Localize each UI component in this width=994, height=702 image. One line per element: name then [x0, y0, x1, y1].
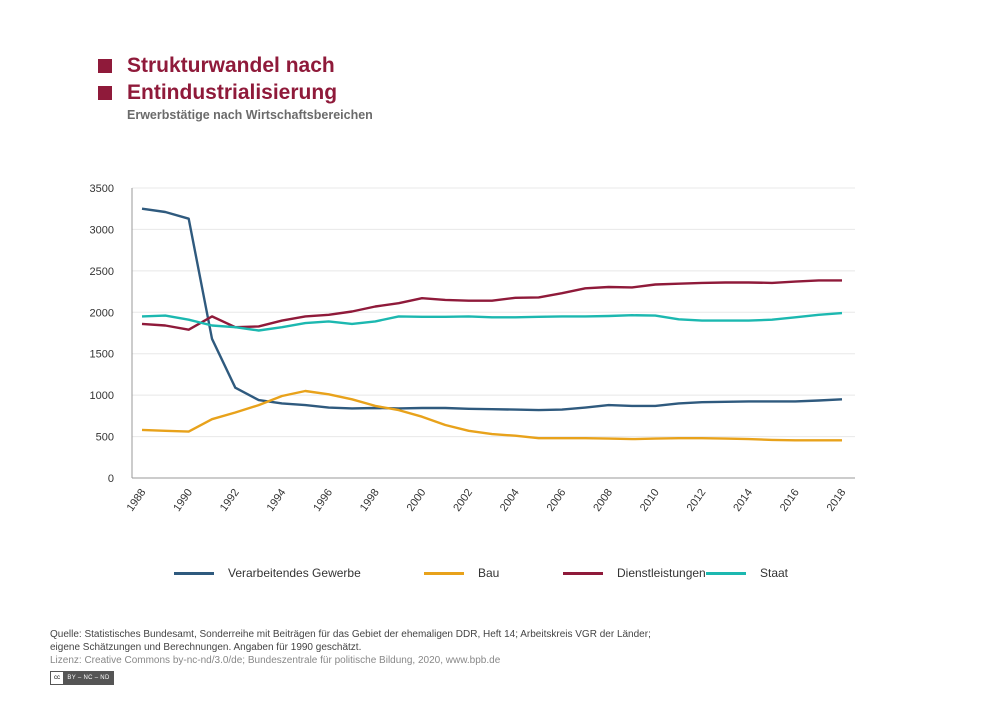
tick-labels: 0 500 1000 1500 2000 2500 3000 3500 1988 1990 1992… [90, 183, 849, 514]
y-tick-label: 1500 [90, 349, 114, 361]
y-tick-label: 3500 [90, 183, 114, 195]
legend-item: Dienstleistungen [563, 566, 706, 580]
chart-legend: Verarbeitendes Gewerbe Bau Dienstleistunge… [0, 566, 994, 586]
source-note: Quelle: Statistisches Bundesamt, Sonderr… [50, 628, 651, 667]
y-tick-label: 1000 [90, 390, 114, 402]
series-lines [141, 207, 843, 442]
legend-swatch [563, 571, 603, 575]
title-text-2: Entindustrialisierung [127, 81, 338, 104]
cc-icon: cc [51, 672, 64, 684]
x-tick-label: 2014 [731, 487, 755, 514]
license-line: Lizenz: Creative Commons by-nc-nd/3.0/de… [50, 655, 501, 666]
title-line-1: Strukturwandel nach [98, 52, 337, 79]
legend-item: Bau [424, 566, 499, 580]
legend-label: Staat [760, 566, 789, 580]
y-tick-label: 0 [108, 473, 114, 485]
legend-swatch [174, 571, 214, 575]
legend-label: Verarbeitendes Gewerbe [228, 566, 361, 580]
x-tick-label: 2004 [498, 487, 522, 514]
x-tick-label: 1992 [218, 487, 242, 514]
legend-label: Dienstleistungen [617, 566, 706, 580]
series-line-staat [141, 311, 843, 332]
x-tick-label: 2000 [405, 487, 429, 514]
legend-swatch [424, 571, 464, 575]
x-tick-label: 2002 [451, 487, 475, 514]
x-tick-label: 2006 [545, 487, 569, 514]
title-text-1: Strukturwandel nach [127, 54, 335, 77]
x-tick-label: 1998 [358, 487, 382, 514]
title-bullet-square [98, 85, 112, 100]
legend-item: Staat [706, 566, 788, 580]
source-line-1: Quelle: Statistisches Bundesamt, Sonderr… [50, 629, 651, 640]
x-tick-label: 2018 [825, 487, 849, 514]
cc-license-label: BY – NC – ND [64, 672, 113, 684]
source-line-2: eigene Schätzungen und Berechnungen. Ang… [50, 642, 362, 653]
y-tick-label: 500 [96, 432, 114, 444]
chart-title: Strukturwandel nach Entindustrialisierun… [98, 52, 337, 106]
x-tick-label: 2016 [778, 487, 802, 514]
axes [131, 188, 855, 479]
x-tick-label: 1988 [125, 487, 149, 514]
y-tick-label: 2000 [90, 307, 114, 319]
x-tick-label: 2008 [591, 487, 615, 514]
x-tick-label: 2010 [638, 487, 662, 514]
x-tick-label: 1990 [171, 487, 195, 514]
y-tick-label: 3000 [90, 224, 114, 236]
creative-commons-badge[interactable]: cc BY – NC – ND [50, 671, 114, 685]
x-tick-label: 1996 [311, 487, 335, 514]
series-line-verarbeitendes-gewerbe [141, 207, 843, 412]
series-line-dienstleistungen [141, 279, 842, 331]
title-line-2: Entindustrialisierung [98, 79, 337, 106]
series-line-bau [141, 389, 842, 442]
legend-item: Verarbeitendes Gewerbe [174, 566, 361, 580]
legend-label: Bau [478, 566, 500, 580]
legend-swatch [706, 571, 746, 575]
x-tick-label: 1994 [265, 487, 289, 514]
x-tick-label: 2012 [685, 487, 709, 514]
chart-subtitle: Erwerbstätige nach Wirtschaftsbereichen [127, 108, 373, 122]
y-tick-label: 2500 [90, 266, 114, 278]
grid-lines [132, 187, 855, 438]
line-chart: 0 500 1000 1500 2000 2500 3000 3500 1988 1990 1992… [90, 183, 855, 514]
title-bullet-square [98, 58, 112, 73]
